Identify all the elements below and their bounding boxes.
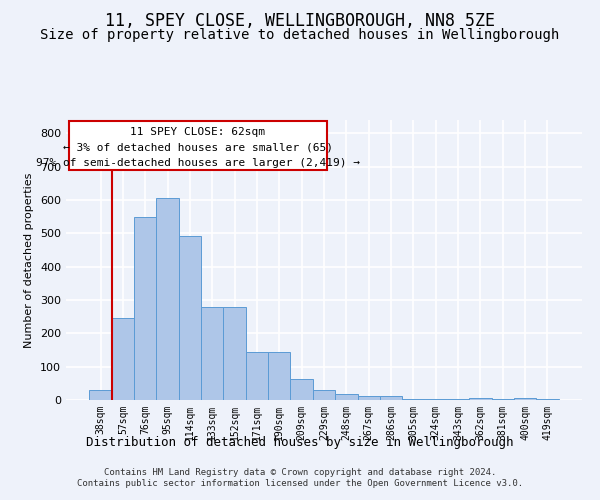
Bar [514, 398, 536, 400]
Bar [134, 218, 157, 400]
Bar [469, 398, 491, 400]
Text: 11 SPEY CLOSE: 62sqm: 11 SPEY CLOSE: 62sqm [130, 127, 265, 137]
Bar [536, 399, 559, 400]
Text: Distribution of detached houses by size in Wellingborough: Distribution of detached houses by size … [86, 436, 514, 449]
Bar [425, 399, 447, 400]
Bar [179, 236, 201, 400]
Bar [402, 399, 425, 400]
Text: Size of property relative to detached houses in Wellingborough: Size of property relative to detached ho… [40, 28, 560, 42]
Bar [313, 390, 335, 400]
Text: ← 3% of detached houses are smaller (65): ← 3% of detached houses are smaller (65) [62, 142, 332, 152]
FancyBboxPatch shape [68, 122, 326, 170]
Bar [223, 308, 246, 400]
Bar [268, 352, 290, 400]
Bar [89, 390, 112, 400]
Bar [380, 396, 402, 400]
Bar [157, 198, 179, 400]
Bar [358, 396, 380, 400]
Bar [201, 308, 223, 400]
Text: 97% of semi-detached houses are larger (2,419) →: 97% of semi-detached houses are larger (… [35, 158, 359, 168]
Bar [246, 352, 268, 400]
Bar [491, 399, 514, 400]
Bar [112, 318, 134, 400]
Y-axis label: Number of detached properties: Number of detached properties [25, 172, 34, 348]
Text: 11, SPEY CLOSE, WELLINGBOROUGH, NN8 5ZE: 11, SPEY CLOSE, WELLINGBOROUGH, NN8 5ZE [105, 12, 495, 30]
Bar [447, 399, 469, 400]
Bar [335, 394, 358, 400]
Text: Contains HM Land Registry data © Crown copyright and database right 2024.
Contai: Contains HM Land Registry data © Crown c… [77, 468, 523, 487]
Bar [290, 380, 313, 400]
